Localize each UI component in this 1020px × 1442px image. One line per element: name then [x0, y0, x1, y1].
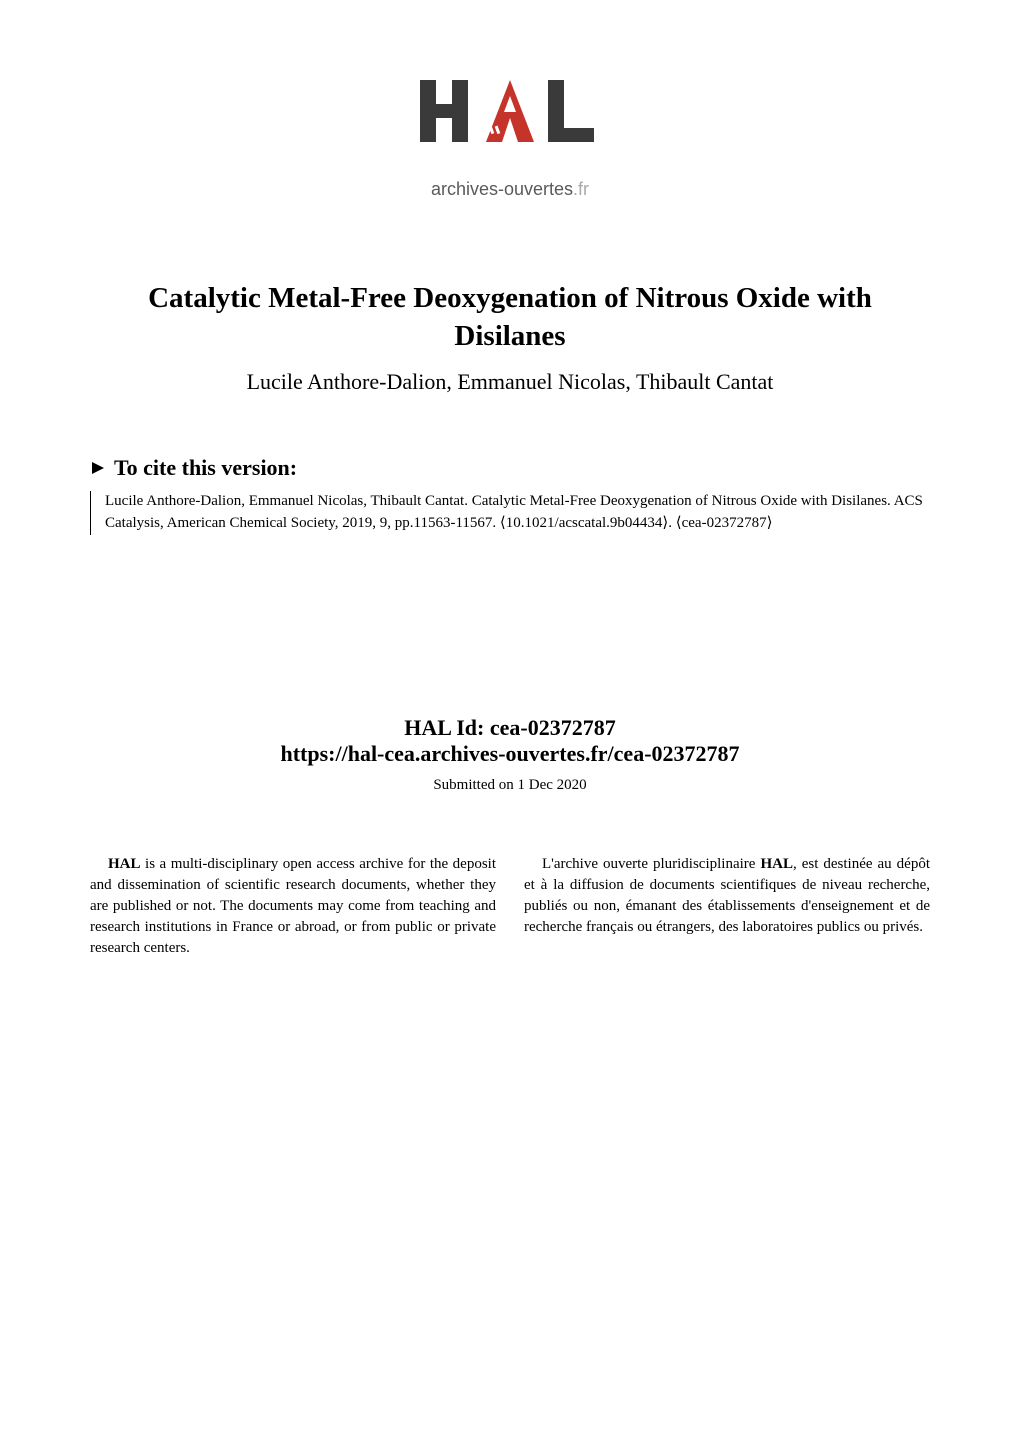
- hal-id-block: HAL Id: cea-02372787 https://hal-cea.arc…: [90, 715, 930, 794]
- desc-right-text: L'archive ouverte pluridisciplinaire HAL…: [524, 856, 930, 935]
- hal-logo-icon: [410, 70, 610, 170]
- hal-logo-section: archives-ouvertes.fr: [90, 70, 930, 200]
- desc-left-bold: HAL: [108, 856, 141, 872]
- submitted-date: Submitted on 1 Dec 2020: [90, 777, 930, 794]
- desc-right-bold: HAL: [760, 856, 793, 872]
- paper-authors: Lucile Anthore-Dalion, Emmanuel Nicolas,…: [90, 369, 930, 395]
- hal-id: HAL Id: cea-02372787: [90, 715, 930, 741]
- description-left-col: HAL is a multi-disciplinary open access …: [90, 854, 496, 959]
- logo-subtext-right: .fr: [573, 179, 589, 199]
- citation-text: Lucile Anthore-Dalion, Emmanuel Nicolas,…: [90, 491, 930, 535]
- paper-title: Catalytic Metal-Free Deoxygenation of Ni…: [90, 280, 930, 355]
- cite-header: To cite this version:: [90, 455, 930, 481]
- desc-left-text: is a multi-disciplinary open access arch…: [90, 856, 496, 956]
- description-columns: HAL is a multi-disciplinary open access …: [90, 854, 930, 959]
- hal-logo-text: archives-ouvertes.fr: [90, 179, 930, 200]
- hal-url[interactable]: https://hal-cea.archives-ouvertes.fr/cea…: [90, 741, 930, 767]
- cite-label: To cite this version:: [114, 455, 297, 481]
- description-right-col: L'archive ouverte pluridisciplinaire HAL…: [524, 854, 930, 959]
- logo-subtext-left: archives-ouvertes: [431, 179, 573, 199]
- triangle-right-icon: [90, 460, 106, 476]
